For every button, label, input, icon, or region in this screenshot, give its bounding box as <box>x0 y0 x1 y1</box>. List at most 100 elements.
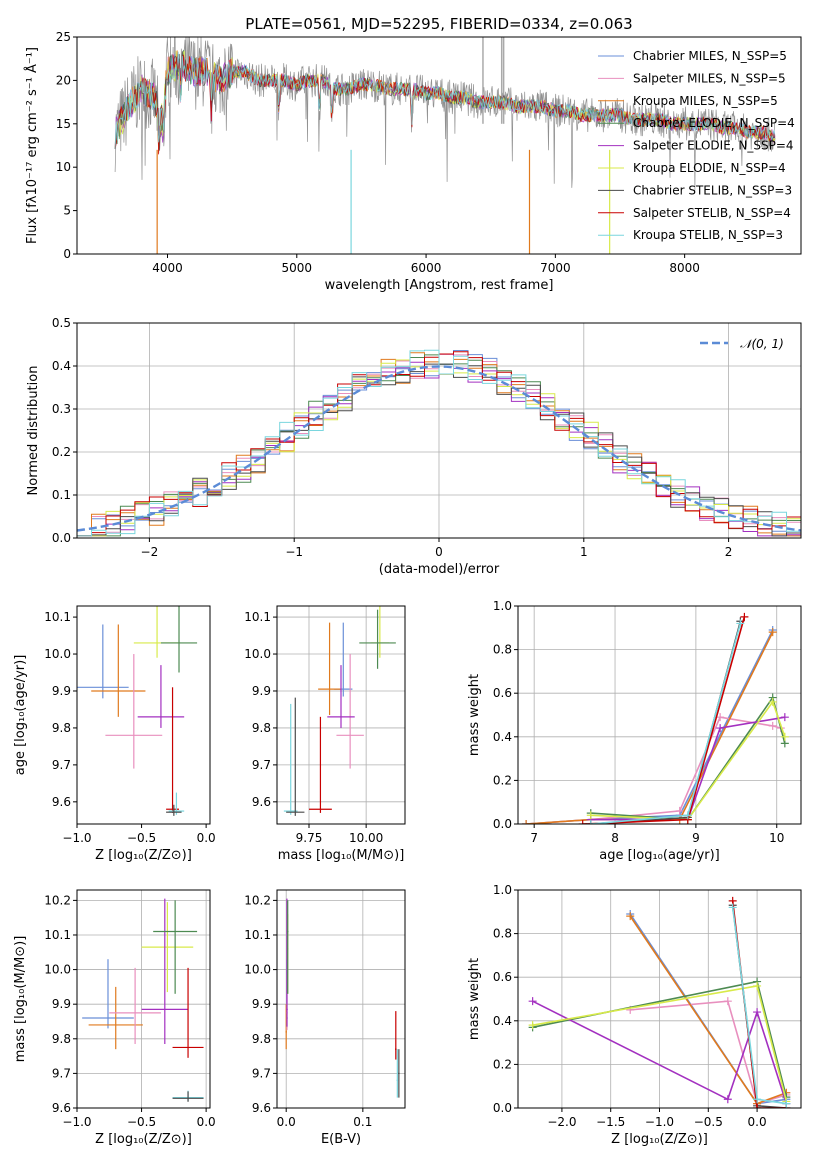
x-axis-label: E(B-V) <box>321 1132 361 1147</box>
y-tick-label: 9.8 <box>52 721 71 735</box>
y-tick-label: 0 <box>63 247 71 261</box>
ticks: −2.0 −1.5 −1.0 −0.5 0.0 0.0 0.2 0.4 0.6 0.8 1.0 <box>493 883 767 1129</box>
y-tick-label: 0.6 <box>493 970 512 984</box>
plot-area <box>528 896 791 1108</box>
mass-weight-marker <box>768 697 777 706</box>
x-tick-label: 7 <box>530 831 538 845</box>
error-bar-point <box>77 624 129 699</box>
error-bar-point <box>141 902 194 993</box>
x-tick-label: −1.0 <box>62 831 91 845</box>
mass-weight-marker <box>683 811 692 820</box>
mass-weight-marker <box>626 912 635 921</box>
x-tick-label: 6000 <box>411 261 442 275</box>
x-tick-label: 0.0 <box>197 1115 216 1129</box>
error-bar-point <box>109 967 161 1044</box>
y-tick-label: 0.6 <box>493 686 512 700</box>
y-tick-label: 0.4 <box>52 359 71 373</box>
panel-spectrum: 4000 5000 6000 7000 8000 0 5 10 15 20 25 wavelength… <box>24 15 802 293</box>
panel-mass_weight_vs_age: 7 8 9 10 0.0 0.2 0.4 0.6 0.8 1.0 age [log₁₀(age/yr… <box>467 599 802 863</box>
x-tick-label: 10.00 <box>349 831 383 845</box>
y-tick-label: 0.4 <box>493 730 512 744</box>
axes-frame <box>276 605 406 825</box>
mass-weight-line <box>590 700 786 821</box>
x-tick-label: 10 <box>769 831 784 845</box>
y-tick-label: 9.7 <box>52 1066 71 1080</box>
mass-weight-marker <box>768 628 777 637</box>
mass-weight-marker <box>675 806 684 815</box>
x-tick-label: 0.1 <box>353 1115 372 1129</box>
error-bar-point <box>168 792 185 815</box>
legend: Chabrier MILES, N_SSP=5 Salpeter MILES, N… <box>598 49 795 242</box>
plot-area <box>77 606 198 816</box>
error-bar-point <box>166 804 182 816</box>
y-axis-label: mass weight <box>467 674 482 756</box>
y-tick-label: 9.7 <box>252 1066 271 1080</box>
x-tick-label: 0.0 <box>197 831 216 845</box>
x-axis-label: Z [log₁₀(Z/Z⊙)] <box>95 848 192 863</box>
x-tick-label: −0.5 <box>127 1115 156 1129</box>
y-tick-label: 9.8 <box>252 721 271 735</box>
x-tick-label: 8 <box>611 831 619 845</box>
mass-weight-marker <box>716 724 725 733</box>
mass-weight-marker <box>753 981 762 990</box>
x-tick-label: −1.5 <box>596 1115 625 1129</box>
x-tick-label: 7000 <box>540 261 571 275</box>
y-tick-label: 1.0 <box>493 599 512 613</box>
error-bar-point <box>286 898 288 1027</box>
y-tick-label: 10.0 <box>44 647 71 661</box>
error-bar-point <box>396 1049 399 1098</box>
mass-weight-marker <box>753 1095 762 1104</box>
error-bar-point <box>395 1011 397 1060</box>
y-tick-label: 20 <box>56 73 71 87</box>
ticks: 4000 5000 6000 7000 8000 0 5 10 15 20 25 <box>56 30 700 275</box>
y-tick-label: 0.0 <box>493 817 512 831</box>
x-axis-label: Z [log₁₀(Z/Z⊙)] <box>611 1132 708 1147</box>
error-bar-point <box>137 665 185 728</box>
mass-weight-marker <box>528 997 537 1006</box>
x-tick-label: 9.75 <box>296 831 323 845</box>
legend-label: Chabrier STELIB, N_SSP=3 <box>633 183 792 197</box>
plot-area <box>522 612 789 824</box>
legend-label: Salpeter STELIB, N_SSP=4 <box>633 206 791 220</box>
mass-weight-marker <box>740 612 749 621</box>
y-tick-label: 0.5 <box>52 316 71 330</box>
y-tick-label: 0.4 <box>493 1014 512 1028</box>
x-tick-label: 1 <box>580 545 588 559</box>
mass-weight-marker <box>728 903 737 912</box>
mass-weight-marker <box>736 619 745 628</box>
x-tick-label: 8000 <box>669 261 700 275</box>
plot-area <box>77 349 801 537</box>
x-axis-label: mass [log₁₀(M/M⊙)] <box>278 848 405 863</box>
y-tick-label: 9.6 <box>252 795 271 809</box>
mass-weight-marker <box>586 820 595 824</box>
x-tick-label: 2 <box>725 545 733 559</box>
y-tick-label: 9.6 <box>52 795 71 809</box>
mass-weight-marker <box>780 713 789 722</box>
legend-label: Chabrier MILES, N_SSP=5 <box>633 49 787 63</box>
y-tick-label: 25 <box>56 30 71 44</box>
legend-label: Kroupa STELIB, N_SSP=3 <box>633 228 783 242</box>
y-tick-label: 10.1 <box>244 928 271 942</box>
y-tick-label: 10 <box>56 160 71 174</box>
x-axis-label: Z [log₁₀(Z/Z⊙)] <box>95 1132 192 1147</box>
error-bar-point <box>172 967 204 1058</box>
mass-weight-marker <box>716 713 725 722</box>
y-tick-label: 0.2 <box>52 445 71 459</box>
y-tick-label: 10.0 <box>244 963 271 977</box>
x-tick-label: −0.5 <box>694 1115 723 1129</box>
y-tick-label: 10.0 <box>44 963 71 977</box>
model-spectrum-line-8 <box>114 51 776 150</box>
y-tick-label: 0.8 <box>493 643 512 657</box>
ticks: −1.0 −0.5 0.0 9.6 9.7 9.8 9.9 10.0 10.1 <box>44 610 215 845</box>
residual-histogram-8 <box>77 349 801 537</box>
y-axis-label: Normed distribution <box>26 366 41 496</box>
x-tick-label: 0 <box>435 545 443 559</box>
y-tick-label: 9.6 <box>252 1101 271 1115</box>
y-tick-label: 10.2 <box>244 893 271 907</box>
legend: 𝒩(0, 1) <box>700 337 784 351</box>
error-bar-point <box>327 665 355 728</box>
x-tick-label: 0.0 <box>277 1115 296 1129</box>
panel-mass_weight_vs_Z: −2.0 −1.5 −1.0 −0.5 0.0 0.0 0.2 0.4 0.6 0.8 1.0 Z [… <box>467 883 802 1147</box>
error-bar-point <box>398 1049 400 1098</box>
